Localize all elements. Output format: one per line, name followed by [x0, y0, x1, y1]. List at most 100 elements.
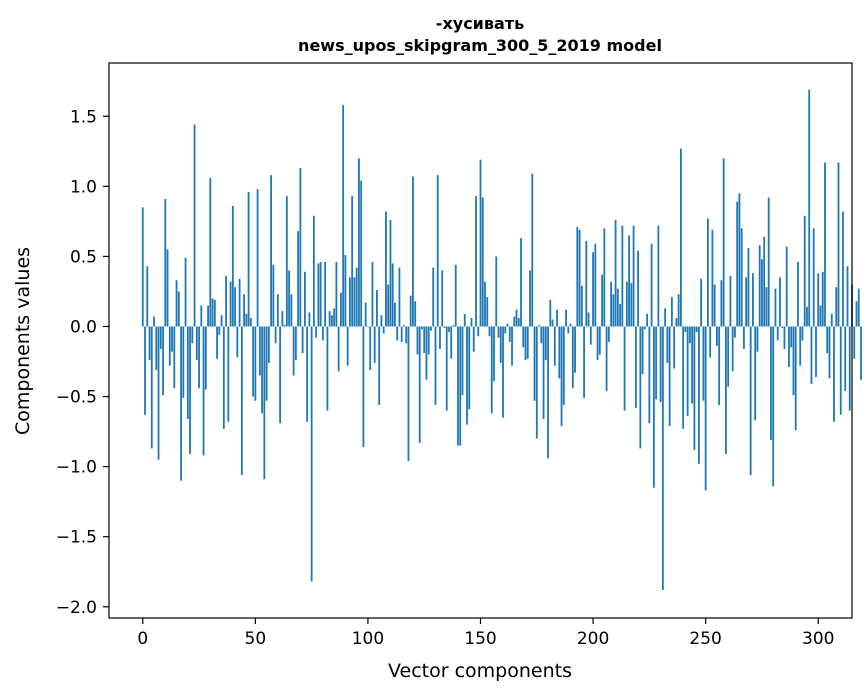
bar [668, 326, 671, 426]
bar [180, 326, 182, 481]
bar [610, 281, 612, 327]
bar [448, 326, 450, 333]
bar [664, 308, 667, 327]
bar [628, 235, 630, 327]
bar [378, 326, 381, 405]
bar [466, 326, 468, 425]
bar [421, 326, 423, 330]
bar [693, 326, 696, 450]
bar [274, 326, 277, 344]
bar [713, 284, 716, 327]
bar [301, 326, 304, 354]
bar [225, 276, 227, 327]
bar [502, 326, 504, 418]
bar [321, 326, 324, 341]
bar [389, 219, 392, 327]
bar [326, 326, 329, 411]
bar [358, 158, 360, 327]
bar [396, 326, 399, 341]
bar [535, 326, 538, 439]
bar [808, 89, 811, 327]
bar [826, 326, 829, 354]
bar [643, 326, 646, 330]
bar [148, 326, 151, 361]
bar [270, 175, 273, 327]
bar [666, 326, 669, 363]
bar [833, 326, 835, 422]
bar [788, 326, 790, 368]
bar [614, 219, 617, 327]
bar [603, 228, 606, 327]
bar [493, 326, 495, 382]
bar [364, 302, 367, 327]
bar [141, 207, 144, 327]
bar [520, 238, 522, 327]
bar [571, 326, 574, 389]
bar [340, 292, 342, 327]
bar [306, 326, 309, 422]
chart-title-line-2: news_upos_skipgram_300_5_2019 model [298, 36, 662, 55]
bar [213, 299, 216, 327]
bar [461, 326, 464, 396]
bar [648, 326, 651, 424]
y-tick-label: −0.5 [56, 388, 97, 408]
bar [475, 196, 477, 327]
bar [454, 264, 457, 327]
bar [202, 326, 205, 456]
bar [547, 326, 549, 459]
bar [416, 326, 419, 355]
chart-title-line-1: -хусивать [436, 14, 524, 33]
bar [779, 277, 781, 327]
x-tick-label: 200 [577, 629, 609, 649]
bar [659, 326, 662, 403]
bar [430, 326, 432, 331]
bar [441, 270, 444, 327]
bar [749, 326, 752, 476]
bar [490, 326, 493, 414]
bar [731, 326, 734, 372]
bar [497, 326, 500, 338]
bar [164, 198, 167, 327]
bar [394, 302, 396, 327]
bar [720, 280, 723, 327]
bar [182, 326, 185, 398]
bar [792, 326, 795, 396]
bar [258, 326, 261, 376]
x-tick-label: 250 [689, 629, 721, 649]
bar [695, 326, 698, 333]
bar [630, 283, 633, 327]
bar [243, 294, 245, 327]
bar [177, 291, 180, 327]
bar [333, 308, 336, 327]
bar [677, 294, 680, 327]
bar [249, 318, 252, 327]
bar [716, 326, 718, 347]
bar [700, 278, 703, 327]
bar [797, 262, 799, 327]
bar [191, 326, 194, 344]
bar [367, 326, 369, 328]
bar [824, 162, 826, 327]
bar [691, 326, 694, 404]
bar [790, 326, 793, 348]
bar [810, 326, 813, 384]
bar [752, 273, 754, 327]
bar [457, 326, 459, 446]
bar [216, 326, 218, 359]
bar [842, 211, 844, 327]
bar [351, 196, 354, 327]
x-tick-label: 100 [352, 629, 384, 649]
bar [761, 259, 763, 327]
bar [688, 326, 691, 344]
bar [479, 159, 482, 327]
bar [596, 326, 599, 361]
bar [162, 326, 164, 396]
bar [211, 298, 214, 327]
bar [193, 124, 196, 327]
bar [499, 326, 502, 363]
bar [200, 305, 203, 327]
bar [839, 326, 842, 415]
bar [704, 326, 707, 491]
bar [524, 326, 527, 361]
bar [436, 175, 439, 327]
